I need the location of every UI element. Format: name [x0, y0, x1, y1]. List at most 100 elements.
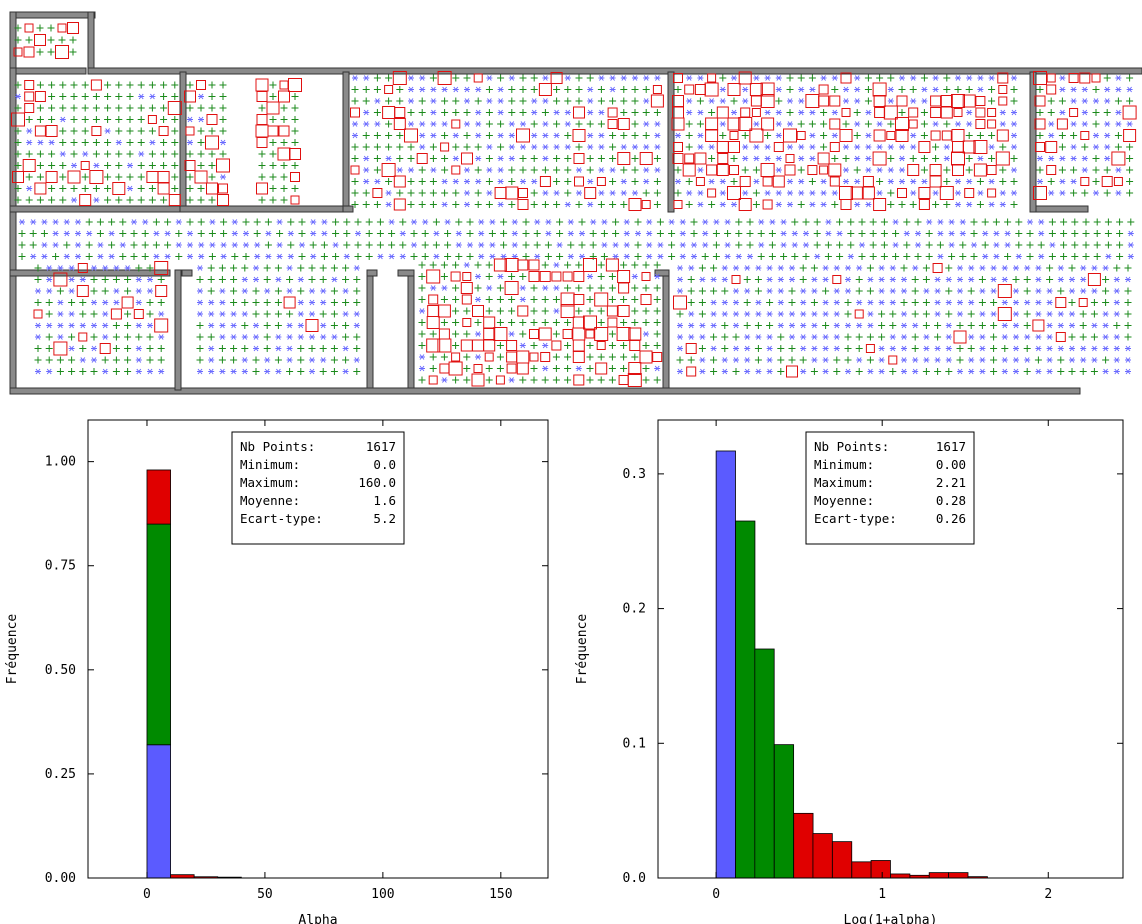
cross-marker — [553, 86, 561, 93]
cross-marker — [36, 104, 44, 112]
histogram-bar — [928, 872, 949, 879]
square-marker — [350, 107, 360, 118]
cross-marker — [48, 81, 56, 89]
cross-marker — [81, 127, 89, 135]
square-marker — [437, 71, 452, 85]
star-marker — [486, 144, 493, 150]
cross-marker — [126, 116, 134, 123]
cross-marker — [385, 143, 393, 151]
star-marker — [587, 132, 594, 139]
cross-marker — [104, 93, 112, 100]
cross-marker — [519, 74, 527, 82]
cross-marker — [81, 93, 89, 100]
square-marker — [24, 91, 35, 102]
star-marker — [475, 109, 482, 116]
cross-marker — [474, 143, 482, 151]
cross-marker — [104, 116, 112, 123]
cross-marker — [160, 93, 168, 100]
cross-marker — [351, 143, 359, 151]
star-marker — [564, 75, 571, 81]
cross-marker — [519, 109, 527, 116]
cross-marker — [586, 120, 594, 128]
star-marker — [26, 128, 33, 134]
cross-marker — [148, 185, 156, 192]
star-marker — [643, 98, 650, 104]
square-marker — [184, 90, 196, 103]
stats-value: 1617 — [936, 439, 966, 454]
cross-marker — [396, 132, 404, 139]
star-marker — [363, 121, 370, 127]
cross-marker — [126, 150, 134, 158]
square-marker — [572, 129, 586, 142]
star-marker — [542, 144, 549, 150]
cross-marker — [115, 173, 123, 181]
square-marker — [290, 172, 300, 182]
square-marker — [216, 158, 230, 173]
star-marker — [643, 75, 650, 81]
stats-label: Moyenne: — [814, 493, 874, 508]
star-marker — [564, 121, 571, 127]
square-marker — [451, 119, 461, 129]
star-marker — [71, 197, 77, 203]
cross-marker — [620, 97, 628, 105]
cross-marker — [115, 127, 123, 135]
star-marker — [220, 139, 226, 146]
star-marker — [15, 93, 21, 100]
cross-marker — [126, 104, 134, 112]
y-tick-label: 0.1 — [623, 736, 646, 751]
cross-marker — [258, 173, 266, 181]
cross-marker — [14, 162, 22, 169]
cross-marker — [69, 36, 77, 44]
star-marker — [520, 121, 526, 127]
square-marker — [206, 114, 218, 125]
star-marker — [531, 109, 538, 116]
square-marker — [652, 85, 662, 94]
star-marker — [553, 132, 560, 139]
square-marker — [34, 34, 46, 46]
stats-value: 0.00 — [936, 457, 966, 472]
cross-marker — [115, 104, 123, 112]
cross-marker — [126, 139, 134, 146]
cross-marker — [70, 185, 78, 192]
cross-marker — [530, 86, 538, 93]
square-marker — [91, 126, 102, 136]
star-marker — [464, 98, 470, 104]
cross-marker — [208, 196, 216, 204]
square-marker — [67, 22, 79, 34]
cross-marker — [59, 162, 67, 169]
cross-marker — [586, 74, 594, 82]
cross-marker — [148, 196, 156, 204]
cross-marker — [463, 143, 471, 151]
star-marker — [26, 185, 33, 192]
cross-marker — [653, 109, 661, 116]
cross-marker — [69, 48, 77, 56]
cross-marker — [429, 74, 437, 82]
cross-marker — [92, 104, 100, 112]
star-marker — [632, 75, 638, 81]
star-marker — [542, 121, 549, 127]
star-marker — [352, 121, 358, 127]
star-marker — [71, 162, 77, 169]
cross-marker — [186, 185, 194, 192]
stats-box: Nb Points: 1617 Minimum: 0.00 Maximum: 2.21 Mo… — [805, 431, 975, 545]
cross-marker — [14, 81, 22, 89]
star-marker — [497, 109, 504, 116]
cross-marker — [48, 162, 56, 169]
cross-marker — [362, 97, 370, 105]
cross-marker — [441, 132, 449, 139]
cross-marker — [104, 162, 112, 169]
floorplan-markers — [11, 22, 1137, 387]
cross-marker — [137, 127, 145, 135]
star-marker — [475, 86, 482, 93]
cross-marker — [269, 185, 277, 192]
cross-marker — [519, 97, 527, 105]
square-marker — [112, 182, 126, 195]
cross-marker — [620, 109, 628, 116]
cross-marker — [70, 139, 78, 146]
cross-marker — [25, 150, 33, 158]
cross-marker — [148, 104, 156, 112]
star-marker — [430, 98, 437, 104]
star-marker — [430, 86, 437, 93]
square-marker — [538, 83, 552, 96]
cross-marker — [48, 116, 56, 123]
